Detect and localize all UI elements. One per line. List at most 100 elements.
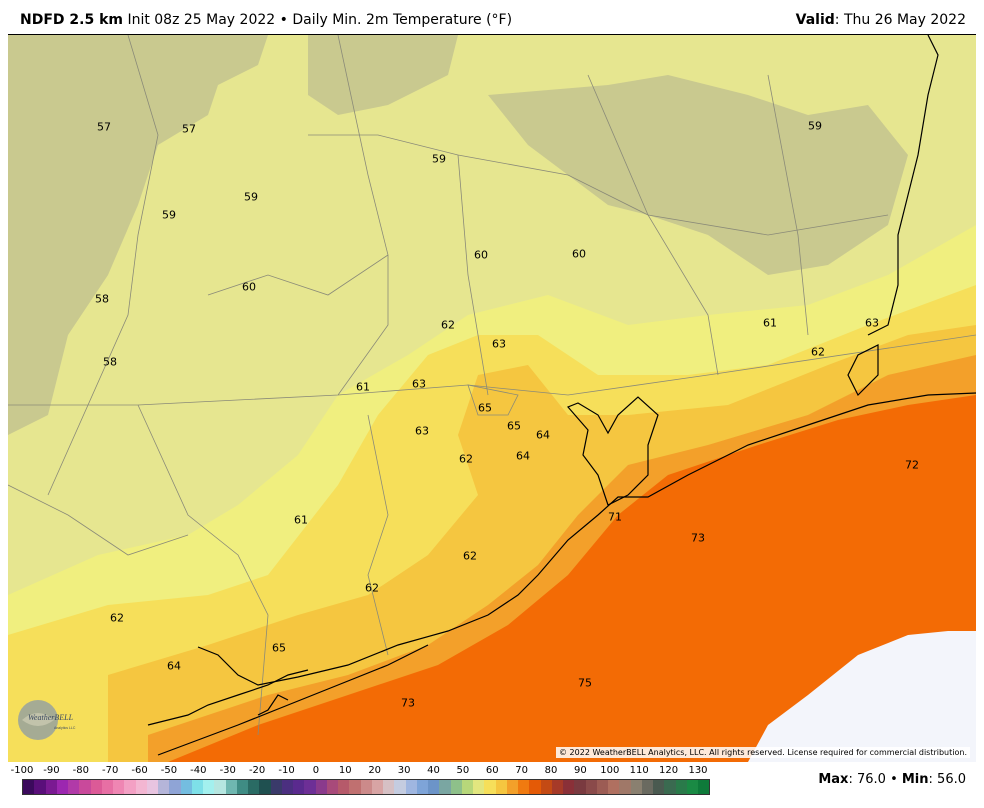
legend-swatch bbox=[551, 780, 563, 794]
coastline bbox=[147, 35, 976, 756]
legend-swatch bbox=[146, 780, 158, 794]
legend-swatch bbox=[270, 780, 282, 794]
value-label: 60 bbox=[474, 248, 488, 262]
legend-swatch bbox=[56, 780, 68, 794]
value-label: 64 bbox=[536, 428, 550, 442]
legend-tick-label: -30 bbox=[219, 765, 236, 776]
legend-swatch bbox=[371, 780, 383, 794]
legend-colorbar bbox=[22, 779, 710, 795]
legend-swatch bbox=[236, 780, 248, 794]
legend-swatch bbox=[248, 780, 260, 794]
legend-swatch bbox=[585, 780, 597, 794]
legend-tick-label: 130 bbox=[688, 765, 708, 776]
legend-tick-label: 40 bbox=[427, 765, 440, 776]
legend-tick-label: 70 bbox=[515, 765, 529, 776]
map-canvas bbox=[8, 35, 976, 762]
header: NDFD 2.5 km Init 08z 25 May 2022 • Daily… bbox=[0, 0, 984, 34]
value-label: 65 bbox=[507, 419, 521, 433]
value-label: 58 bbox=[95, 292, 109, 306]
legend-swatch bbox=[68, 780, 80, 794]
legend-swatch bbox=[101, 780, 113, 794]
legend-swatch bbox=[225, 780, 237, 794]
cool-region-ne bbox=[488, 75, 908, 275]
min-label: Min bbox=[901, 772, 929, 787]
legend-swatch bbox=[653, 780, 665, 794]
missing-data-area bbox=[748, 631, 976, 762]
product-name: Daily Min. 2m Temperature (°F) bbox=[292, 12, 513, 28]
legend-tick-label: 60 bbox=[485, 765, 499, 776]
model-name: NDFD 2.5 km bbox=[20, 12, 123, 28]
legend-swatch bbox=[34, 780, 46, 794]
legend-swatch bbox=[563, 780, 575, 794]
valid-label: Valid bbox=[795, 12, 835, 28]
legend-swatch bbox=[113, 780, 125, 794]
value-label: 62 bbox=[441, 318, 455, 332]
legend-swatch bbox=[214, 780, 226, 794]
max-min-readout: Max: 76.0 • Min: 56.0 bbox=[818, 772, 966, 787]
legend-tick-label: 80 bbox=[544, 765, 558, 776]
value-label: 61 bbox=[356, 380, 370, 394]
legend-swatch bbox=[338, 780, 350, 794]
cool-region bbox=[8, 35, 458, 435]
legend-swatch bbox=[450, 780, 462, 794]
legend-tick-label: -100 bbox=[10, 765, 34, 776]
min-value: : 56.0 bbox=[928, 772, 966, 787]
value-label: 59 bbox=[162, 208, 176, 222]
logo-sub: Analytics LLC bbox=[54, 726, 76, 730]
value-label: 73 bbox=[401, 696, 415, 710]
value-label: 72 bbox=[905, 458, 919, 472]
legend-swatch bbox=[698, 780, 709, 794]
copyright-notice: © 2022 WeatherBELL Analytics, LLC. All r… bbox=[556, 747, 970, 758]
value-label: 62 bbox=[463, 549, 477, 563]
legend-swatch bbox=[383, 780, 395, 794]
legend-swatch bbox=[439, 780, 451, 794]
value-label: 64 bbox=[167, 659, 181, 673]
legend-swatch bbox=[484, 780, 496, 794]
value-label: 59 bbox=[808, 119, 822, 133]
legend-swatch bbox=[180, 780, 192, 794]
legend-swatch bbox=[461, 780, 473, 794]
legend-swatch bbox=[304, 780, 316, 794]
legend-swatch bbox=[664, 780, 676, 794]
legend-swatch bbox=[416, 780, 428, 794]
legend-tick-label: 110 bbox=[629, 765, 649, 776]
legend-swatch bbox=[45, 780, 57, 794]
map-title: NDFD 2.5 km Init 08z 25 May 2022 • Daily… bbox=[20, 12, 512, 28]
legend-swatch bbox=[169, 780, 181, 794]
max-value: : 76.0 bbox=[848, 772, 886, 787]
legend-tick-label: -60 bbox=[131, 765, 148, 776]
legend-swatch bbox=[360, 780, 372, 794]
value-label: 58 bbox=[103, 355, 117, 369]
legend-tick-label: -90 bbox=[43, 765, 60, 776]
legend-swatch bbox=[506, 780, 518, 794]
legend-swatch bbox=[191, 780, 203, 794]
valid-value: : Thu 26 May 2022 bbox=[834, 12, 966, 28]
legend-tick-label: -10 bbox=[278, 765, 295, 776]
legend-tick-label: 30 bbox=[397, 765, 411, 776]
logo-name: WeatherBELL bbox=[28, 713, 74, 722]
value-label: 63 bbox=[412, 377, 426, 391]
legend-swatch bbox=[529, 780, 541, 794]
value-label: 63 bbox=[415, 424, 429, 438]
legend-swatch bbox=[428, 780, 440, 794]
legend-swatch bbox=[259, 780, 271, 794]
legend-tick-label: 0 bbox=[312, 765, 320, 776]
value-label: 71 bbox=[608, 510, 622, 524]
legend-swatch bbox=[518, 780, 530, 794]
value-label: 59 bbox=[432, 152, 446, 166]
legend-swatch bbox=[540, 780, 552, 794]
legend-tick-label: -80 bbox=[72, 765, 89, 776]
value-label: 63 bbox=[492, 337, 506, 351]
value-label: 65 bbox=[478, 401, 492, 415]
legend-swatch bbox=[405, 780, 417, 794]
legend-swatch bbox=[349, 780, 361, 794]
legend-swatch bbox=[574, 780, 586, 794]
value-label: 63 bbox=[865, 316, 879, 330]
value-label: 73 bbox=[691, 531, 705, 545]
legend-tick-label: 120 bbox=[659, 765, 679, 776]
legend-swatch bbox=[596, 780, 608, 794]
weatherbell-logo: WeatherBELL Analytics LLC bbox=[18, 700, 76, 740]
legend-swatch bbox=[326, 780, 338, 794]
legend-swatch bbox=[608, 780, 620, 794]
legend-tick-label: -40 bbox=[190, 765, 207, 776]
